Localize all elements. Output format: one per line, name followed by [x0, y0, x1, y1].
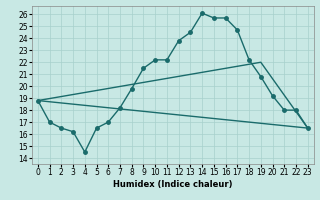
X-axis label: Humidex (Indice chaleur): Humidex (Indice chaleur): [113, 180, 233, 189]
